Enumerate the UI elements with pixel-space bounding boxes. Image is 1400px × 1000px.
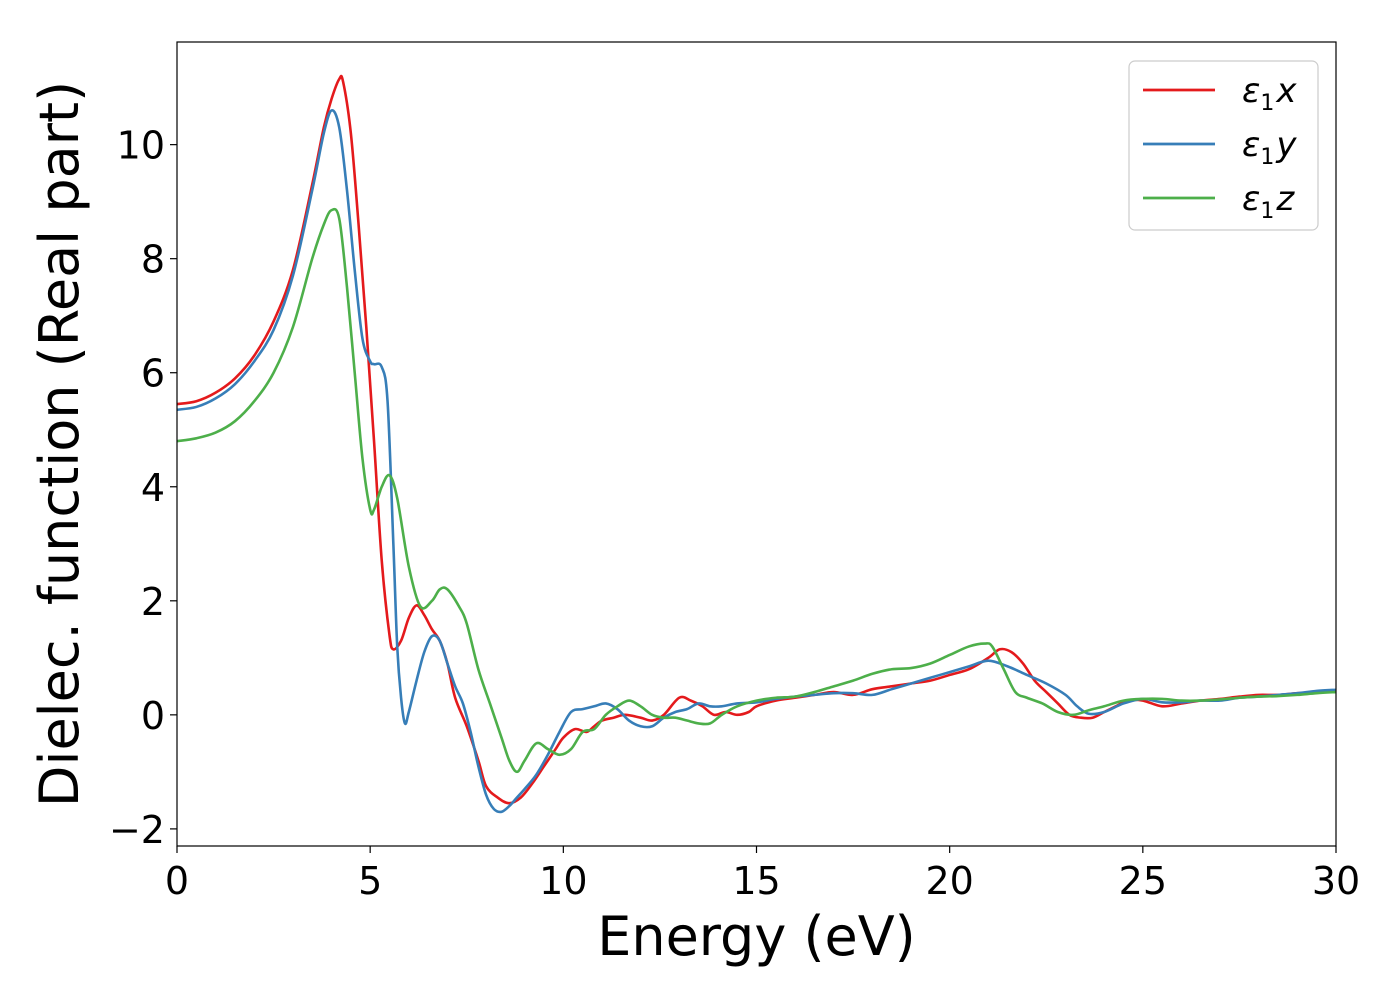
x-tick-label: 25 <box>1119 859 1167 903</box>
series-line-2 <box>177 109 1336 814</box>
legend-symbol: ε <box>1242 71 1260 111</box>
legend-label: ε1y <box>1242 125 1297 170</box>
legend-item: ε1y <box>1143 125 1297 170</box>
series-line-3 <box>177 207 1336 774</box>
legend-symbol: ε <box>1242 179 1260 219</box>
legend-box <box>1128 60 1319 231</box>
legend-label: ε1x <box>1242 71 1297 116</box>
y-tick-label: 4 <box>141 466 165 510</box>
legend-suffix: x <box>1275 71 1297 111</box>
y-tick-label: −2 <box>109 808 165 852</box>
legend-item: ε1z <box>1143 179 1295 224</box>
legend-suffix: y <box>1275 125 1297 165</box>
legend-suffix: z <box>1275 179 1295 219</box>
legend-subscript: 1 <box>1260 199 1274 224</box>
x-axis-label: Energy (eV) <box>597 905 916 968</box>
legend-item: ε1x <box>1143 71 1297 116</box>
y-tick-label: 2 <box>141 580 165 624</box>
y-axis-ticks: −2 0 2 4 6 8 10 <box>109 124 177 852</box>
y-tick-label: 8 <box>141 238 165 282</box>
legend-subscript: 1 <box>1260 145 1274 170</box>
y-tick-label: 6 <box>141 352 165 396</box>
series-line-1 <box>177 74 1336 805</box>
legend-subscript: 1 <box>1260 91 1274 116</box>
x-tick-label: 5 <box>358 859 382 903</box>
y-axis-label: Dielec. function (Real part) <box>28 81 91 807</box>
x-tick-label: 0 <box>165 859 189 903</box>
x-tick-label: 15 <box>732 859 780 903</box>
series-lines <box>177 74 1336 814</box>
x-tick-label: 10 <box>539 859 587 903</box>
y-tick-label: 0 <box>141 694 165 738</box>
x-tick-label: 20 <box>925 859 973 903</box>
x-axis-ticks: 0 5 10 15 20 25 30 <box>165 846 1360 903</box>
y-tick-label: 10 <box>117 124 165 168</box>
x-tick-label: 30 <box>1312 859 1360 903</box>
legend-symbol: ε <box>1242 125 1260 165</box>
legend-label: ε1z <box>1242 179 1295 224</box>
